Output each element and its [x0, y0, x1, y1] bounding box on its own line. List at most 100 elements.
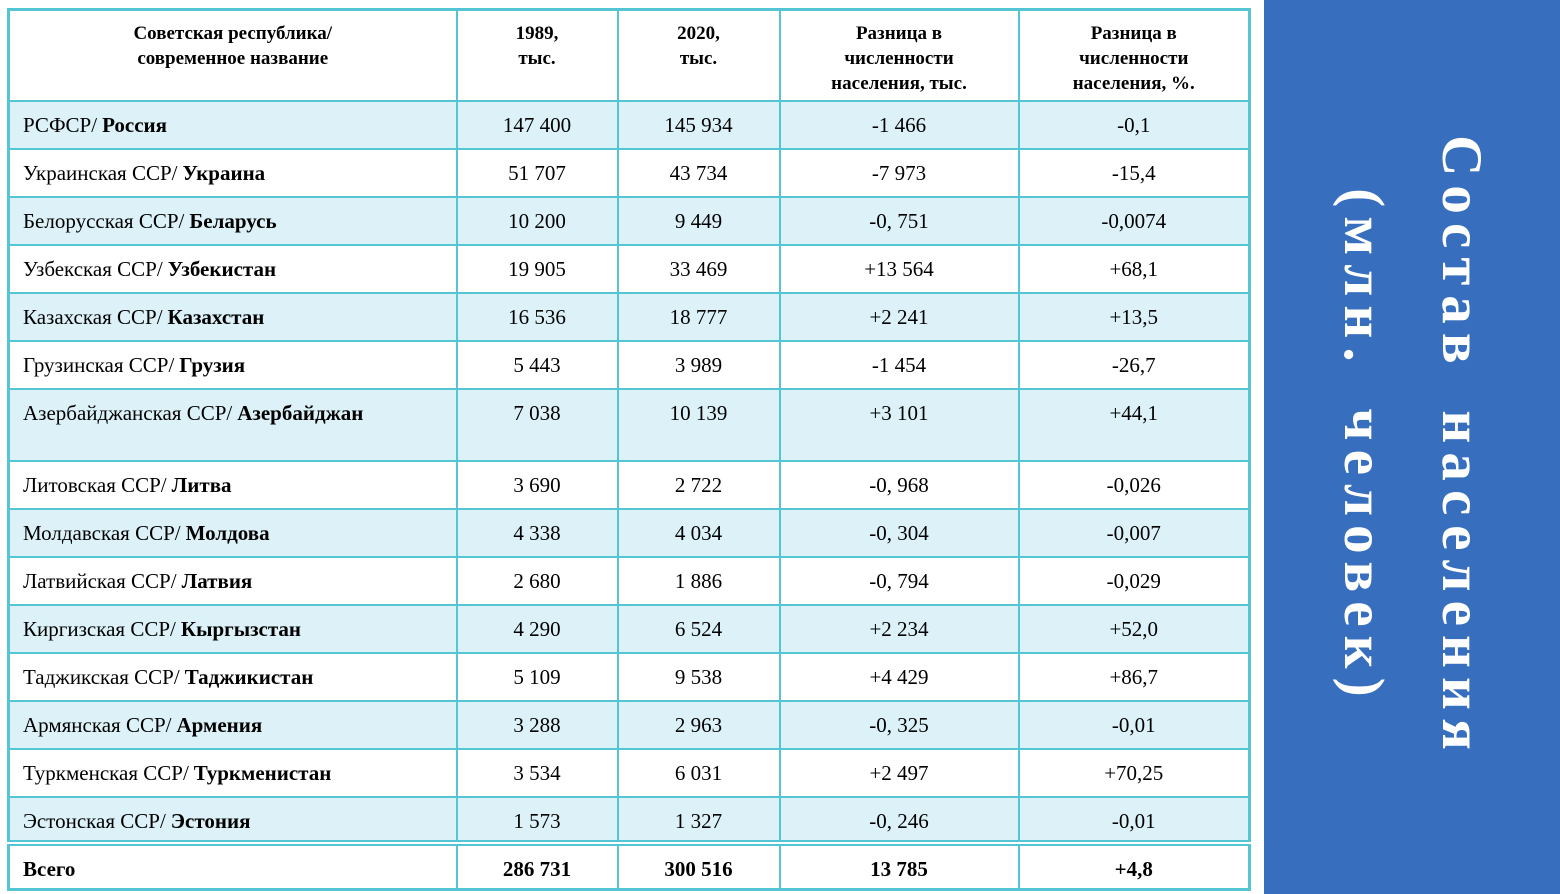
table-row: Украинская ССР/Украина 51 707 43 734 -7 … [7, 147, 1251, 198]
republic-modern-name: Латвия [181, 568, 253, 593]
value-2020-cell: 2 963 [616, 699, 781, 750]
value-2020-cell: 1 327 [616, 795, 781, 844]
republic-soviet-name: РСФСР/ [23, 112, 98, 137]
republic-soviet-name: Азербайджанская ССР/ [23, 400, 233, 425]
diff-thousands-cell: -0, 304 [778, 507, 1020, 558]
diff-thousands-cell: -7 973 [778, 147, 1020, 198]
value-2020-cell: 33 469 [616, 243, 781, 294]
value-1989-cell: 3 690 [455, 459, 619, 510]
diff-percent-cell: -0,007 [1017, 507, 1251, 558]
table-row: Латвийская ССР/Латвия 2 680 1 886 -0, 79… [7, 555, 1251, 606]
value-1989-cell: 2 680 [455, 555, 619, 606]
header-row: Советская республика/ современное назван… [7, 8, 1251, 102]
republic-soviet-name: Грузинская ССР/ [23, 352, 175, 377]
republic-soviet-name: Белорусская ССР/ [23, 208, 185, 233]
diff-thousands-cell: -1 454 [778, 339, 1020, 390]
value-1989-cell: 51 707 [455, 147, 619, 198]
diff-thousands-cell: +3 101 [778, 387, 1020, 462]
diff-thousands-cell: -0, 325 [778, 699, 1020, 750]
value-2020-cell: 6 524 [616, 603, 781, 654]
table-row: Грузинская ССР/Грузия 5 443 3 989 -1 454… [7, 339, 1251, 390]
value-1989-cell: 5 109 [455, 651, 619, 702]
diff-percent-cell: -0,1 [1017, 99, 1251, 150]
republic-soviet-name: Эстонская ССР/ [23, 808, 166, 833]
diff-percent-cell: +86,7 [1017, 651, 1251, 702]
republic-soviet-name: Всего [23, 856, 76, 881]
value-1989-cell: 286 731 [455, 839, 619, 891]
republic-soviet-name: Литовская ССР/ [23, 472, 167, 497]
republic-name-cell: Эстонская ССР/Эстония [7, 795, 458, 844]
value-2020-cell: 4 034 [616, 507, 781, 558]
republic-name-cell: Грузинская ССР/Грузия [7, 339, 458, 390]
republic-soviet-name: Таджикская ССР/ [23, 664, 180, 689]
republic-modern-name: Украина [182, 160, 266, 185]
diff-percent-cell: +44,1 [1017, 387, 1251, 462]
diff-percent-cell: +68,1 [1017, 243, 1251, 294]
diff-thousands-cell: -0, 794 [778, 555, 1020, 606]
table-row: Туркменская ССР/Туркменистан 3 534 6 031… [7, 747, 1251, 798]
value-1989-cell: 3 288 [455, 699, 619, 750]
value-1989-cell: 16 536 [455, 291, 619, 342]
value-2020-cell: 300 516 [616, 839, 781, 891]
republic-modern-name: Беларусь [189, 208, 277, 233]
value-1989-cell: 147 400 [455, 99, 619, 150]
republic-modern-name: Узбекистан [167, 256, 277, 281]
republic-modern-name: Эстония [170, 808, 251, 833]
header-diff-percent: Разница в численности населения, %. [1017, 8, 1251, 102]
diff-thousands-cell: -1 466 [778, 99, 1020, 150]
population-table-container: Советская республика/ современное назван… [7, 8, 1251, 891]
value-1989-cell: 1 573 [455, 795, 619, 844]
population-table: Советская республика/ современное назван… [7, 8, 1251, 891]
table-row: Белорусская ССР/Беларусь 10 200 9 449 -0… [7, 195, 1251, 246]
republic-name-cell: Туркменская ССР/Туркменистан [7, 747, 458, 798]
diff-thousands-cell: +2 234 [778, 603, 1020, 654]
value-2020-cell: 9 449 [616, 195, 781, 246]
value-1989-cell: 7 038 [455, 387, 619, 462]
value-2020-cell: 1 886 [616, 555, 781, 606]
diff-percent-cell: -15,4 [1017, 147, 1251, 198]
diff-percent-cell: +70,25 [1017, 747, 1251, 798]
header-diff-thousands: Разница в численности населения, тыс. [778, 8, 1020, 102]
value-2020-cell: 9 538 [616, 651, 781, 702]
republic-modern-name: Молдова [185, 520, 270, 545]
republic-name-cell: Всего [7, 839, 458, 891]
slide-title-line1: Состав населения [1430, 135, 1494, 759]
republic-soviet-name: Казахская ССР/ [23, 304, 163, 329]
value-2020-cell: 18 777 [616, 291, 781, 342]
value-1989-cell: 19 905 [455, 243, 619, 294]
diff-percent-cell: -0,01 [1017, 795, 1251, 844]
republic-name-cell: Литовская ССР/Литва [7, 459, 458, 510]
republic-soviet-name: Киргизская ССР/ [23, 616, 176, 641]
diff-percent-cell: -0,029 [1017, 555, 1251, 606]
diff-thousands-cell: +2 497 [778, 747, 1020, 798]
table-row: Всего 286 731 300 516 13 785 +4,8 [7, 839, 1251, 891]
diff-thousands-cell: -0, 246 [778, 795, 1020, 844]
republic-modern-name: Россия [102, 112, 167, 137]
value-1989-cell: 4 338 [455, 507, 619, 558]
republic-name-cell: Армянская ССР/Армения [7, 699, 458, 750]
value-2020-cell: 6 031 [616, 747, 781, 798]
republic-name-cell: Таджикская ССР/Таджикистан [7, 651, 458, 702]
republic-name-cell: Украинская ССР/Украина [7, 147, 458, 198]
table-row: Киргизская ССР/Кыргызстан 4 290 6 524 +2… [7, 603, 1251, 654]
republic-modern-name: Туркменистан [193, 760, 332, 785]
header-republic: Советская республика/ современное назван… [7, 8, 458, 102]
value-2020-cell: 10 139 [616, 387, 781, 462]
table-body: РСФСР/Россия 147 400 145 934 -1 466 -0,1… [7, 99, 1251, 891]
diff-percent-cell: +4,8 [1017, 839, 1251, 891]
republic-name-cell: Азербайджанская ССР/Азербайджан [7, 387, 458, 462]
diff-thousands-cell: +4 429 [778, 651, 1020, 702]
value-2020-cell: 2 722 [616, 459, 781, 510]
table-row: Армянская ССР/Армения 3 288 2 963 -0, 32… [7, 699, 1251, 750]
value-2020-cell: 145 934 [616, 99, 781, 150]
table-row: Эстонская ССР/Эстония 1 573 1 327 -0, 24… [7, 795, 1251, 844]
table-row: Узбекская ССР/Узбекистан 19 905 33 469 +… [7, 243, 1251, 294]
republic-modern-name: Азербайджан [237, 400, 364, 425]
diff-thousands-cell: +13 564 [778, 243, 1020, 294]
republic-modern-name: Казахстан [167, 304, 265, 329]
table-row: РСФСР/Россия 147 400 145 934 -1 466 -0,1 [7, 99, 1251, 150]
diff-percent-cell: +13,5 [1017, 291, 1251, 342]
value-1989-cell: 4 290 [455, 603, 619, 654]
diff-percent-cell: -26,7 [1017, 339, 1251, 390]
